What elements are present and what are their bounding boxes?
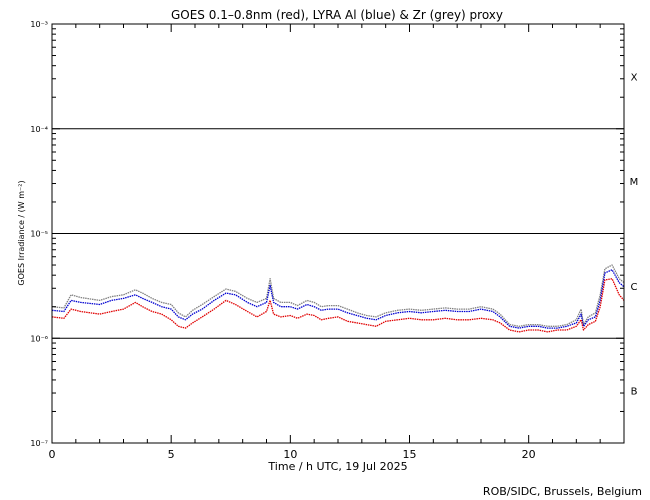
x-axis: 0 5 10 15 20 xyxy=(49,24,625,461)
x-tick-label: 20 xyxy=(522,448,536,461)
y-tick-label: 10⁻⁴ xyxy=(30,125,48,134)
series-line-2 xyxy=(51,264,625,327)
y-tick-label: 10⁻³ xyxy=(30,20,48,29)
y-axis: 10⁻⁷ 10⁻⁶ 10⁻⁵ 10⁻⁴ 10⁻³ xyxy=(30,20,624,448)
y-tick-label: 10⁻⁶ xyxy=(30,334,48,343)
y-tick-label: 10⁻⁷ xyxy=(30,439,48,448)
series-line-0 xyxy=(51,278,625,333)
chart-title: GOES 0.1–0.8nm (red), LYRA Al (blue) & Z… xyxy=(171,8,503,22)
x-tick-label: 0 xyxy=(49,448,56,461)
y-tick-label: 10⁻⁵ xyxy=(30,230,48,239)
x-axis-label: Time / h UTC, 19 Jul 2025 xyxy=(267,460,407,473)
y-axis-label: GOES Irradiance / (W m⁻²) xyxy=(17,180,26,285)
flare-class-label-m: M xyxy=(630,177,639,188)
flare-class-lines xyxy=(52,128,624,339)
footer-credit: ROB/SIDC, Brussels, Belgium xyxy=(483,485,642,498)
flare-class-label-x: X xyxy=(631,72,638,83)
flare-class-label-c: C xyxy=(631,282,638,293)
x-tick-label: 5 xyxy=(168,448,175,461)
flare-class-labels: X M C B xyxy=(630,72,639,397)
series-line-1 xyxy=(51,269,625,329)
series-layer xyxy=(51,264,625,333)
x-tick-label: 15 xyxy=(403,448,417,461)
flare-class-label-b: B xyxy=(631,387,638,398)
x-tick-label: 10 xyxy=(283,448,297,461)
